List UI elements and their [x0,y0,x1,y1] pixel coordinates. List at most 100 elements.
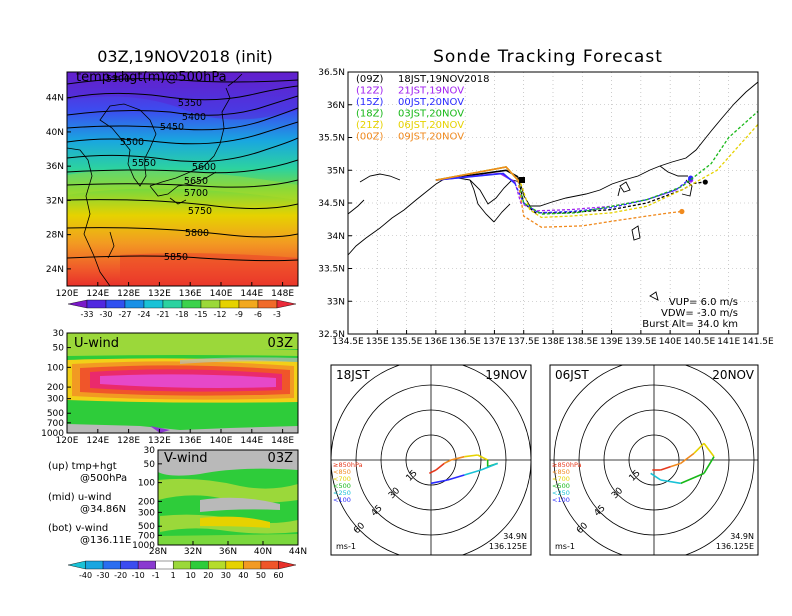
map-lat-label: 32N [46,196,64,206]
contour-label: 5700 [184,188,208,199]
hodograph-lon: 136.125E [489,542,527,551]
u-x-label: 140E [210,436,233,446]
hodograph-jst: 06JST [555,368,589,382]
track-lon-label: 139E [600,337,623,347]
v-x-label: 44N [289,547,307,557]
pressure-legend-item: <500 [333,482,351,490]
contour-label: 5600 [192,162,216,173]
wind-colorbar-cell [243,560,262,570]
track-descent-line [520,123,758,219]
v-wind-time: 03Z [268,451,294,466]
hodograph-segment [703,456,715,474]
hodograph-segment [480,462,498,471]
temp-colorbar-cell [124,299,145,309]
wind-colorbar-cell [67,560,86,570]
u-y-label: 50 [53,344,65,354]
landing-point [702,179,708,185]
track-lat-label: 33.5N [318,265,345,275]
pressure-legend-item: <700 [552,475,570,483]
wind-colorbar-label: 40 [238,571,248,580]
u-x-label: 144E [240,436,263,446]
temperature-colorbar: -33 -30 -27 -24 -21 -18 -15 -12 -9 -6 -3 [67,299,297,319]
map-lon-label: 132E [148,289,171,299]
track-legend-time: 09JST,20NOV [398,132,464,143]
v-x-label: 28N [149,547,167,557]
param-burst: Burst Alt= 34.0 km [642,319,738,330]
track-lon-label: 136E [424,337,447,347]
legend-bot-line1: (bot) v-wind [48,523,108,534]
hodograph-segment [680,472,705,485]
v-wind-title: V-wind [164,451,208,466]
track-map: 36.5N 36N 35.5N 35N 34.5N 34N 33.5N 33N 32.5N 13… [318,68,774,347]
track-lon-label: 137E [483,337,506,347]
hodograph-lat: 34.9N [503,532,527,541]
wind-colorbar-label: 20 [203,571,213,580]
wind-colorbar-cell [225,560,244,570]
hodograph-segment [660,479,681,485]
track-descent-line [514,179,691,212]
pressure-legend-item: <850 [552,468,570,476]
wind-colorbar-label: -1 [152,571,160,580]
hodograph-segment [703,442,715,458]
v-x-label: 36N [219,547,237,557]
v-y-label: 300 [138,508,155,518]
v-y-label: 30 [144,446,156,456]
track-lat-label: 36.5N [318,68,345,78]
u-y-label: 1000 [41,429,64,439]
contour-label: 5500 [120,137,144,148]
contour-label: 5550 [132,158,156,169]
hodograph-segment [435,462,445,471]
contour-label: 5650 [184,176,208,187]
wind-colorbar: -40 -30 -20 -10 -1 1 10 20 30 40 50 60 [67,560,297,580]
map-lon-label: 136E [179,289,202,299]
wind-colorbar-cell [85,560,104,570]
temp-colorbar-label: -6 [254,310,262,319]
map-lat-label: 28N [46,231,64,241]
map-lat-label: 36N [46,162,64,172]
u-x-label: 136E [179,436,202,446]
map-lon-label: 140E [210,289,233,299]
hodograph-segment [680,452,695,464]
track-legend-run: (09Z) [356,74,383,85]
track-legend-time: 18JST,19NOV2018 [398,74,490,85]
track-legend-time: 21JST,19NOV [398,86,464,97]
map-lon-label: 148E [271,289,294,299]
pressure-legend-item: ≥850hPa [552,461,582,469]
temp-colorbar-label: -30 [99,310,112,319]
temp-colorbar-cell [86,299,107,309]
temp-colorbar-label: -12 [213,310,226,319]
wind-colorbar-label: -30 [97,571,110,580]
v-y-label: 1000 [132,541,155,551]
legend-up-line1: (up) tmp+hgt [48,461,117,472]
track-lon-label: 139.5E [625,337,657,347]
hodograph-segment [464,454,478,458]
temp-colorbar-cell [257,299,278,309]
left-title: 03Z,19NOV2018 (init) [97,47,273,66]
hodograph-segment [450,455,465,461]
hodograph-date: 19NOV [485,368,527,382]
hodograph-segment [650,472,662,481]
track-lon-label: 138.5E [567,337,599,347]
map-lon-label: 144E [240,289,263,299]
temp-colorbar-cell [162,299,183,309]
u-x-label: 132E [148,436,171,446]
track-descent-line [517,110,758,215]
v-y-label: 100 [138,479,155,489]
wind-colorbar-cell [208,560,227,570]
wind-colorbar-cell [173,560,191,570]
v-y-label: 700 [138,531,155,541]
track-lat-label: 34.5N [318,199,345,209]
legend-up-line2: @500hPa [80,473,127,484]
launch-marker [519,177,525,183]
track-legend-time: 06JST,20NOV [398,120,464,131]
u-x-label: 148E [271,436,294,446]
pressure-legend-item: <500 [552,482,570,490]
track-lon-label: 136.5E [449,337,481,347]
track-lon-label: 135E [366,337,389,347]
wind-colorbar-label: 50 [256,571,266,580]
u-y-label: 700 [47,419,64,429]
param-vdw: VDW= -3.0 m/s [661,308,738,319]
hodograph-segment [447,474,465,481]
